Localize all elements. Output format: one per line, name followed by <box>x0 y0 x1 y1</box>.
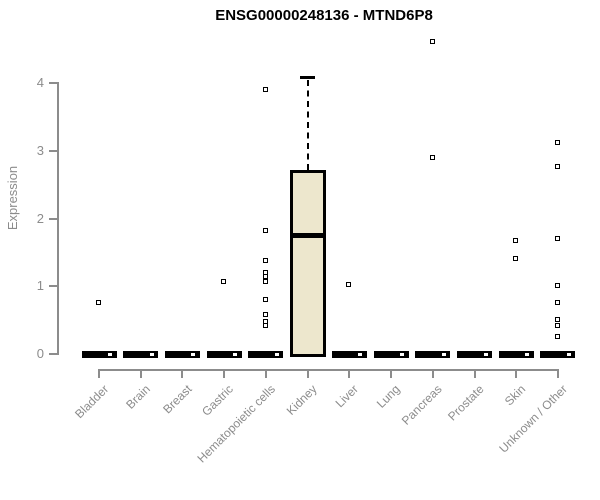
flat-box <box>373 351 409 358</box>
outlier-point <box>262 227 268 233</box>
box <box>289 170 326 357</box>
outlier-point <box>262 296 268 302</box>
x-tick-label: Brain <box>122 382 153 412</box>
outlier-point <box>554 323 560 329</box>
outlier-point <box>221 279 227 285</box>
x-tick-label: Hematopoietic cells <box>194 382 278 466</box>
outlier-point <box>554 317 560 323</box>
flat-box <box>123 351 159 358</box>
flat-box <box>248 351 284 358</box>
flat-box-notch <box>149 353 154 356</box>
x-axis-line <box>98 369 559 371</box>
x-tick <box>473 369 476 378</box>
flat-box-notch <box>274 353 279 356</box>
outlier-point <box>554 140 560 146</box>
outlier-point <box>513 256 519 262</box>
flat-box-notch <box>108 353 112 356</box>
x-tick <box>431 369 434 378</box>
flat-box <box>540 351 576 358</box>
x-tick <box>390 369 393 378</box>
x-tick <box>264 369 267 378</box>
flat-box-notch <box>525 353 530 356</box>
x-tick <box>348 369 351 378</box>
x-tick-label: Gastric <box>199 382 237 419</box>
y-tick-label: 1 <box>36 278 44 294</box>
box-median-line <box>289 232 326 238</box>
flat-box-notch <box>191 353 196 356</box>
outlier-point <box>554 283 560 289</box>
flat-box <box>81 351 117 358</box>
x-tick-label: Skin <box>501 382 529 409</box>
flat-box <box>498 351 534 358</box>
flat-box-notch <box>441 353 446 356</box>
outlier-point <box>554 235 560 241</box>
outlier-point <box>554 334 560 340</box>
outlier-point <box>262 258 268 264</box>
outlier-point <box>96 299 101 305</box>
outlier-point <box>262 273 268 279</box>
outlier-point <box>554 164 560 169</box>
outlier-point <box>429 155 435 161</box>
x-tick <box>223 369 226 378</box>
outlier-point <box>346 281 352 287</box>
x-tick-label: Prostate <box>444 382 487 424</box>
x-tick-label: Pancreas <box>398 382 445 428</box>
chart-title: ENSG00000248136 - MTND6P8 <box>215 7 433 24</box>
x-tick <box>515 369 518 378</box>
flat-box-notch <box>233 353 238 356</box>
outlier-point <box>262 311 268 317</box>
flat-box-notch <box>358 353 363 356</box>
x-tick-label: Kidney <box>283 382 320 418</box>
y-axis-line <box>57 82 59 355</box>
y-tick <box>49 149 57 152</box>
y-tick-label: 4 <box>36 75 44 90</box>
flat-box <box>415 351 451 358</box>
x-tick-label: Lung <box>374 382 403 411</box>
whisker-cap <box>299 76 315 80</box>
flat-box-notch <box>483 353 488 356</box>
flat-box-notch <box>566 353 571 356</box>
flat-box <box>206 351 242 358</box>
y-tick-label: 0 <box>36 346 44 361</box>
outlier-point <box>262 86 268 92</box>
y-tick <box>49 82 57 84</box>
y-tick-label: 2 <box>36 210 44 226</box>
x-tick <box>139 369 142 378</box>
y-tick <box>49 217 57 220</box>
whisker-line <box>306 80 309 171</box>
y-tick <box>49 285 57 288</box>
x-tick-label: Bladder <box>71 382 111 422</box>
y-tick <box>49 353 57 355</box>
x-tick <box>98 369 100 378</box>
y-tick-label: 3 <box>36 142 44 158</box>
outlier-point <box>262 279 268 285</box>
outlier-point <box>262 323 268 329</box>
x-tick <box>306 369 309 378</box>
outlier-point <box>429 38 435 44</box>
x-tick-label: Liver <box>332 382 362 411</box>
x-tick-label: Breast <box>159 382 195 417</box>
flat-box <box>164 351 200 358</box>
x-tick <box>181 369 184 378</box>
outlier-point <box>513 237 519 243</box>
x-tick <box>556 369 559 378</box>
flat-box-notch <box>400 353 405 356</box>
flat-box <box>457 351 493 358</box>
flat-box <box>331 351 367 358</box>
outlier-point <box>554 300 560 306</box>
